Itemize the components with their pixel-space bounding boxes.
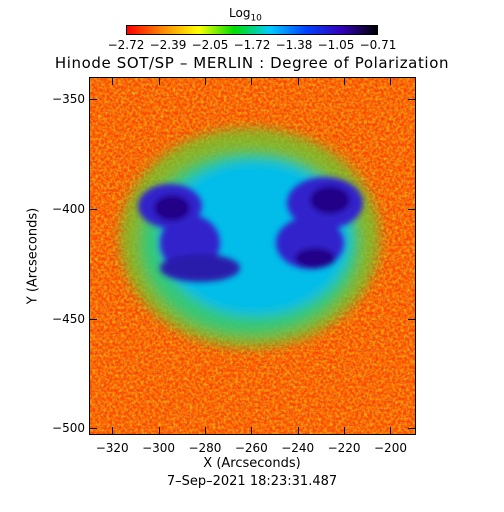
colorbar <box>126 25 378 35</box>
x-tick-mark <box>112 427 114 435</box>
y-axis-label: Y (Arcseconds) <box>25 207 41 305</box>
colorbar-title-text: Log <box>229 6 251 20</box>
y-tick-label: −400 <box>52 201 85 216</box>
colorbar-tick-label: −2.72 <box>107 38 145 52</box>
x-tick-label: −280 <box>188 441 222 455</box>
y-tick-label: −500 <box>52 421 85 436</box>
x-tick-mark <box>297 427 299 435</box>
y-tick-mark <box>89 428 97 430</box>
y-tick-label: −450 <box>52 311 85 326</box>
plot-title: Hinode SOT/SP – MERLIN : Degree of Polar… <box>54 54 450 72</box>
polarization-map-image <box>90 78 415 434</box>
x-tick-mark <box>390 77 392 85</box>
sunspot-left <box>138 184 240 282</box>
colorbar-tick-label: −1.05 <box>317 38 355 52</box>
colorbar-tick-label: −1.38 <box>275 38 313 52</box>
x-tick-mark <box>251 427 253 435</box>
x-tick-mark <box>251 77 253 85</box>
x-tick-label: −320 <box>95 441 129 455</box>
y-tick-mark <box>408 428 416 430</box>
colorbar-tick-label: −2.39 <box>149 38 187 52</box>
polarization-map <box>89 77 416 435</box>
x-tick-mark <box>158 77 160 85</box>
y-tick-label: −350 <box>52 91 85 106</box>
y-tick-mark <box>89 318 97 320</box>
y-tick-mark <box>408 208 416 210</box>
observation-timestamp: 7–Sep–2021 18:23:31.487 <box>166 474 338 489</box>
x-tick-label: −200 <box>374 441 407 455</box>
x-tick-mark <box>204 427 206 435</box>
x-tick-mark <box>112 77 114 85</box>
x-tick-label: −240 <box>281 441 315 455</box>
colorbar-tick-label: −0.71 <box>359 38 397 52</box>
x-tick-label: −300 <box>142 441 176 455</box>
colorbar-tick-label: −1.72 <box>233 38 271 52</box>
x-tick-mark <box>344 427 346 435</box>
colorbar-tick-label: −2.05 <box>191 38 229 52</box>
y-tick-mark <box>89 208 97 210</box>
colorbar-title-subscript: 10 <box>250 13 262 24</box>
x-tick-label: −220 <box>327 441 361 455</box>
y-tick-mark <box>408 318 416 320</box>
y-tick-mark <box>89 98 97 100</box>
x-tick-mark <box>204 77 206 85</box>
x-tick-mark <box>158 427 160 435</box>
x-tick-mark <box>390 427 392 435</box>
x-tick-label: −260 <box>234 441 268 455</box>
x-tick-mark <box>297 77 299 85</box>
sunspot-right <box>276 177 363 269</box>
x-axis-label: X (Arcseconds) <box>203 456 301 471</box>
colorbar-title: Log10 <box>229 6 262 23</box>
y-tick-mark <box>408 98 416 100</box>
x-tick-mark <box>344 77 346 85</box>
